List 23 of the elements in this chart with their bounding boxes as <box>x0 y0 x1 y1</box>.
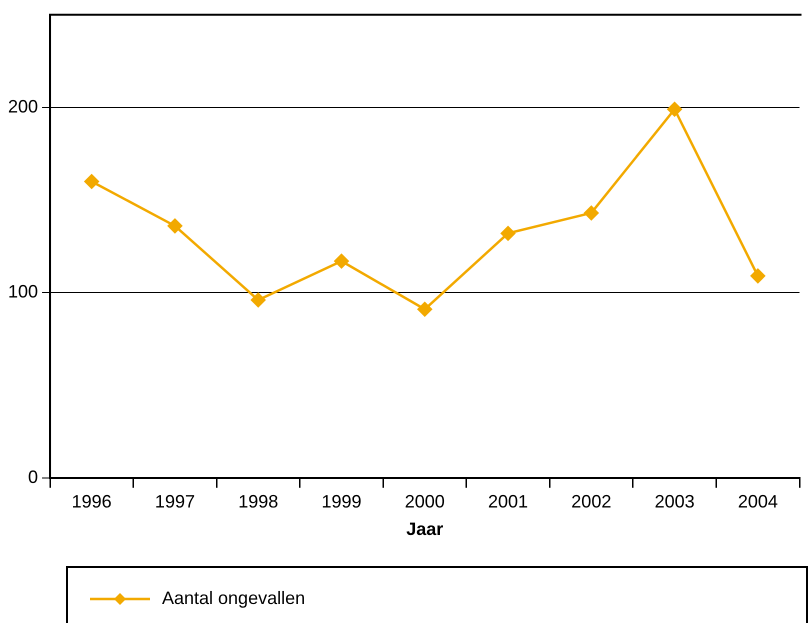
x-axis-title: Jaar <box>406 519 444 540</box>
point <box>667 102 682 116</box>
point <box>84 174 99 189</box>
legend-label: Aantal ongevallen <box>162 588 306 609</box>
point <box>500 226 516 241</box>
point <box>750 268 766 284</box>
x-tick-label: 2002 <box>571 492 612 512</box>
point <box>250 292 266 308</box>
y-tick-label: 0 <box>28 466 38 487</box>
point <box>418 302 432 317</box>
x-tick-label: 2001 <box>488 492 528 512</box>
x-tick-label: 2004 <box>738 492 778 512</box>
x-tick-label: 1999 <box>321 492 362 512</box>
x-tick-label: 1997 <box>154 492 195 512</box>
x-tick-label: 1998 <box>238 492 278 512</box>
x-tick-label: 1996 <box>72 492 112 512</box>
point <box>584 206 599 220</box>
y-tick-label: 200 <box>8 96 38 116</box>
y-tick-label: 100 <box>8 282 38 302</box>
point <box>334 254 349 268</box>
point <box>168 218 182 234</box>
x-tick-label: 2003 <box>654 492 695 512</box>
x-tick-label: 2000 <box>404 492 445 512</box>
